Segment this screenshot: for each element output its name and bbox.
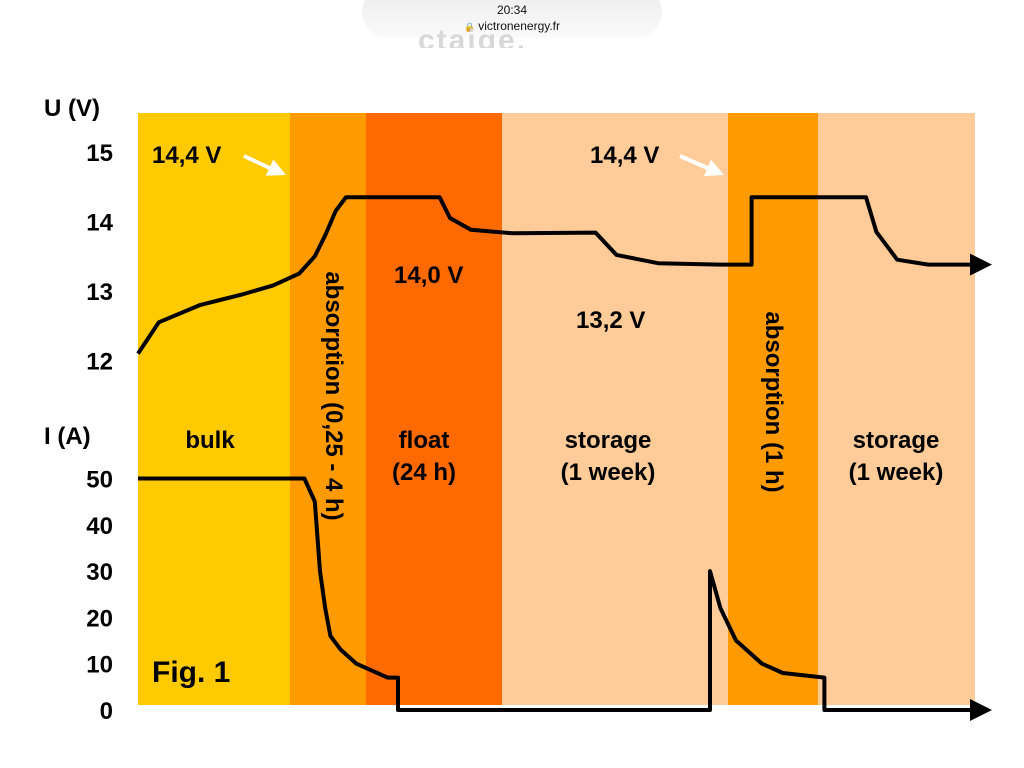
axes: U (V) 12 13 14 15 I (A) 0 10 20 30 40 50 Fig. 1 xyxy=(44,95,230,725)
status-url[interactable]: 🔒 victronenergy.fr xyxy=(0,19,1024,33)
band-bulk xyxy=(138,113,290,705)
curve-U-arrow xyxy=(970,253,992,276)
voltage-tick-15: 15 xyxy=(86,140,113,167)
phase-label-absorption-2: absorption (1 h) xyxy=(760,311,787,492)
annotation-v-abs-1-arrow-shaft xyxy=(243,154,275,172)
phase-label-absorption: absorption (0,25 - 4 h) xyxy=(320,271,347,520)
annotation-v-abs-1-arrow-head xyxy=(265,159,286,176)
voltage-axis-label: U (V) xyxy=(44,95,100,122)
lock-icon: 🔒 xyxy=(463,22,476,32)
phase-label-bulk-line-0: bulk xyxy=(185,427,235,454)
current-tick-50: 50 xyxy=(86,467,113,494)
band-storage xyxy=(502,113,728,705)
annotations: 14,4 V 14,0 V 13,2 V 14,4 V xyxy=(152,142,724,334)
phase-label-storage-2-line-1: (1 week) xyxy=(849,459,944,486)
annotation-v-abs-2-arrow-head xyxy=(703,159,724,177)
annotation-v-abs-2: 14,4 V xyxy=(590,142,659,169)
annotation-v-storage: 13,2 V xyxy=(576,307,645,334)
current-tick-0: 0 xyxy=(100,698,113,725)
curve-I-arrow xyxy=(970,699,992,721)
current-tick-40: 40 xyxy=(86,513,113,540)
phase-labels: bulk absorption (0,25 - 4 h) float (24 h) st… xyxy=(185,271,943,520)
current-tick-10: 10 xyxy=(86,652,113,679)
url-text: victronenergy.fr xyxy=(478,19,561,33)
phase-bands xyxy=(138,113,975,705)
band-float xyxy=(366,113,502,705)
current-axis-label: I (A) xyxy=(44,423,91,450)
phase-label-storage-line-1: (1 week) xyxy=(561,459,656,486)
band-absorption-2 xyxy=(728,113,818,705)
voltage-tick-14: 14 xyxy=(86,210,113,237)
page-title-fragment: ctaige. xyxy=(418,24,528,48)
phase-label-storage-2-line-0: storage xyxy=(853,427,940,454)
voltage-tick-12: 12 xyxy=(86,349,113,376)
band-storage-2 xyxy=(818,113,975,705)
band-absorption xyxy=(290,113,366,705)
curve-I xyxy=(138,476,970,712)
status-time: 20:34 xyxy=(496,3,528,17)
current-tick-20: 20 xyxy=(86,605,113,632)
figure-label: Fig. 1 xyxy=(152,656,230,689)
curves xyxy=(136,195,992,721)
url-pill[interactable] xyxy=(362,0,662,38)
voltage-tick-13: 13 xyxy=(86,279,113,306)
phase-label-float-line-0: float xyxy=(399,427,450,454)
annotation-v-abs-2-arrow-shaft xyxy=(679,154,713,172)
phase-label-storage-line-0: storage xyxy=(565,427,652,454)
annotation-v-abs-1: 14,4 V xyxy=(152,142,221,169)
curve-U xyxy=(136,195,970,355)
annotation-v-float: 14,0 V xyxy=(394,262,463,289)
current-tick-30: 30 xyxy=(86,559,113,586)
phase-label-float-line-1: (24 h) xyxy=(392,459,456,486)
status-bar: 20:34 🔒 victronenergy.fr xyxy=(0,0,1024,40)
